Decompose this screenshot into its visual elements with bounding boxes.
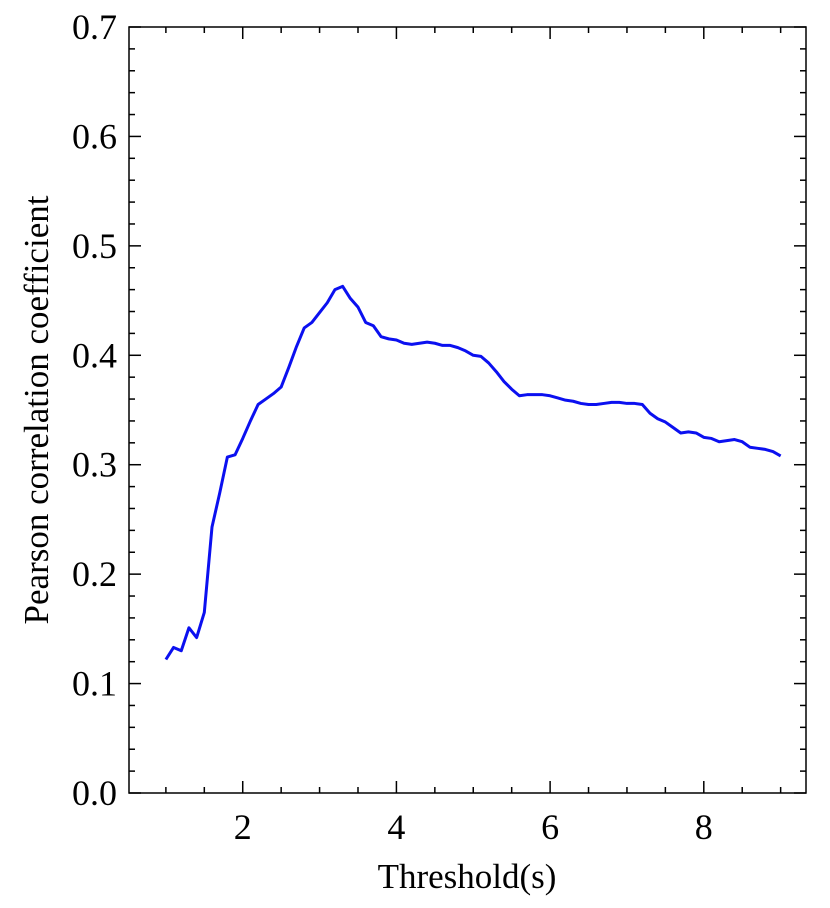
y-tick-label: 0.1 bbox=[72, 664, 117, 704]
y-tick-label: 0.4 bbox=[72, 335, 117, 375]
y-tick-label: 0.5 bbox=[72, 226, 117, 266]
y-tick-label: 0.3 bbox=[72, 445, 117, 485]
x-axis-label: Threshold(s) bbox=[378, 857, 557, 896]
plot-frame bbox=[128, 26, 807, 794]
y-tick-label: 0.7 bbox=[72, 7, 117, 47]
x-tick-label: 6 bbox=[541, 807, 559, 847]
data-line bbox=[164, 284, 782, 661]
y-tick-label: 0.2 bbox=[72, 554, 117, 594]
x-tick-label: 2 bbox=[234, 807, 252, 847]
y-tick-label: 0.0 bbox=[72, 773, 117, 813]
x-tick-label: 4 bbox=[387, 807, 405, 847]
y-tick-label: 0.6 bbox=[72, 116, 117, 156]
x-tick-label: 8 bbox=[695, 807, 713, 847]
y-axis-label: Pearson correlation coefficient bbox=[17, 195, 56, 624]
